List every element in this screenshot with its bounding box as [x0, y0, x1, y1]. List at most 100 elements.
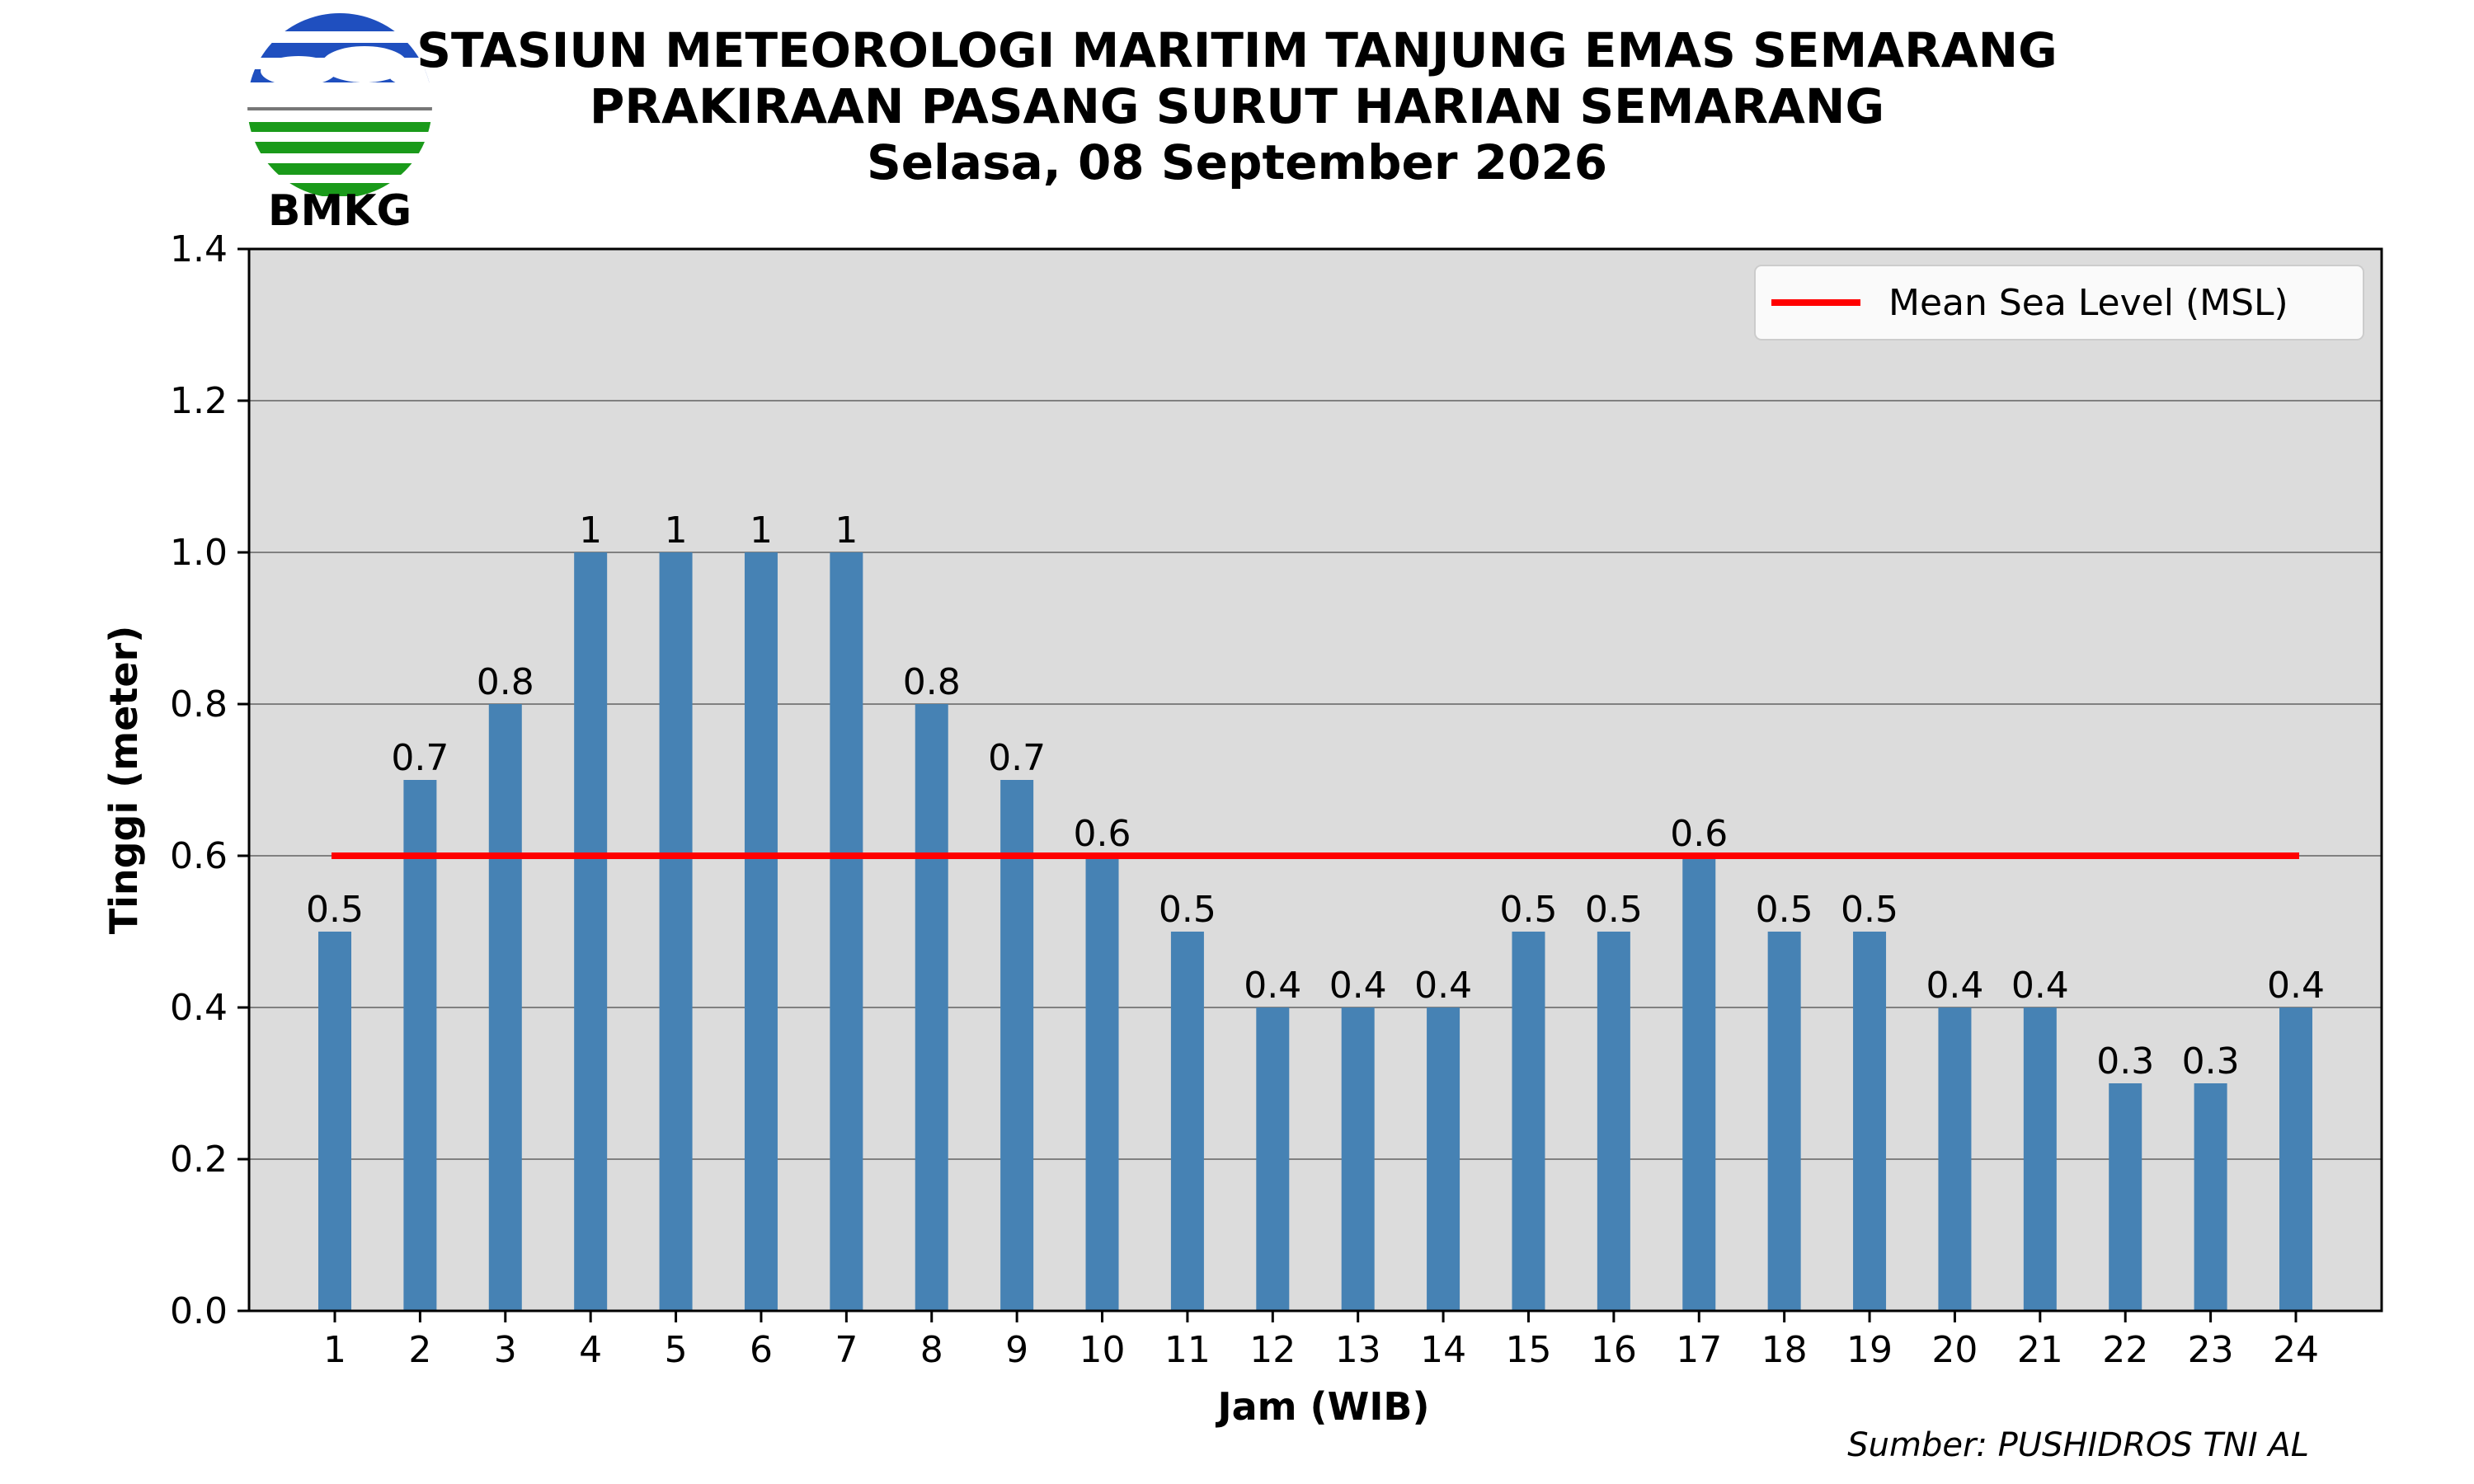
source-note: Sumber: PUSHIDROS TNI AL: [1847, 1426, 2309, 1464]
data-label: 1: [750, 510, 773, 552]
bars: [318, 552, 2312, 1311]
bar: [1427, 1007, 1460, 1311]
x-tick-label: 1: [323, 1329, 346, 1371]
x-axis-ticks: 1 2 3 4 5 6 7 8 9 10 11 12 13 14 15 16 17 18 19 20 21 22 23 24: [323, 1311, 2319, 1371]
y-tick-label: 0.2: [170, 1139, 228, 1181]
bar: [1682, 856, 1716, 1311]
x-tick-label: 8: [920, 1329, 943, 1371]
x-tick-label: 9: [1005, 1329, 1028, 1371]
data-labels: 0.5 0.7 0.8 1 1 1 1 0.8 0.7 0.6 0.5 0.4 0.4 0.4 0.5 0.5…: [306, 510, 2325, 1082]
data-label: 0.3: [2182, 1040, 2240, 1082]
bar: [1000, 780, 1034, 1311]
bar: [2279, 1007, 2312, 1311]
bar: [744, 552, 778, 1311]
logo-stripe-green: [247, 122, 432, 132]
bmkg-logo: [241, 7, 439, 246]
y-tick-label: 0.8: [170, 683, 228, 726]
bar: [574, 552, 608, 1311]
x-tick-label: 12: [1249, 1329, 1296, 1371]
y-tick-label: 0.0: [170, 1290, 228, 1332]
x-tick-label: 21: [2017, 1329, 2063, 1371]
x-tick-label: 23: [2188, 1329, 2234, 1371]
x-tick-label: 3: [494, 1329, 517, 1371]
x-tick-label: 7: [835, 1329, 858, 1371]
data-label: 0.6: [1074, 813, 1131, 855]
x-tick-label: 13: [1335, 1329, 1381, 1371]
data-label: 0.5: [1841, 889, 1898, 931]
x-tick-label: 11: [1164, 1329, 1211, 1371]
y-tick-label: 1.4: [170, 228, 228, 270]
data-label: 0.4: [2267, 965, 2325, 1007]
bar: [1853, 932, 1887, 1311]
data-label: 0.6: [1670, 813, 1728, 855]
y-tick-label: 0.6: [170, 835, 228, 877]
logo-cloud: [261, 56, 336, 86]
x-tick-label: 2: [408, 1329, 431, 1371]
bar: [1938, 1007, 1972, 1311]
data-label: 0.4: [1414, 965, 1472, 1007]
x-tick-label: 20: [1931, 1329, 1978, 1371]
station-title: STASIUN METEOROLOGI MARITIM TANJUNG EMAS…: [416, 22, 2058, 78]
x-tick-label: 16: [1591, 1329, 1637, 1371]
logo-stripe-green: [247, 142, 432, 153]
bar: [488, 704, 522, 1311]
bar: [318, 932, 351, 1311]
data-label: 0.4: [1329, 965, 1387, 1007]
data-label: 1: [579, 510, 602, 552]
bar: [1597, 932, 1630, 1311]
data-label: 0.5: [1585, 889, 1643, 931]
x-tick-label: 6: [750, 1329, 773, 1371]
data-label: 1: [835, 510, 858, 552]
legend-label-msl: Mean Sea Level (MSL): [1888, 282, 2288, 324]
data-label: 0.5: [1756, 889, 1813, 931]
bar: [830, 552, 863, 1311]
bar: [1341, 1007, 1375, 1311]
date-subtitle: Selasa, 08 September 2026: [866, 134, 1608, 190]
x-tick-label: 17: [1676, 1329, 1722, 1371]
y-axis-ticks: 0.0 0.2 0.4 0.6 0.8 1.0 1.2 1.4: [170, 228, 249, 1332]
x-tick-label: 5: [665, 1329, 688, 1371]
bar: [1767, 932, 1801, 1311]
chart-title: PRAKIRAAN PASANG SURUT HARIAN SEMARANG: [589, 78, 1885, 134]
bar: [915, 704, 948, 1311]
bar: [2109, 1083, 2142, 1311]
plot-frame: [247, 247, 2383, 1313]
x-tick-label: 19: [1846, 1329, 1893, 1371]
bar: [1085, 856, 1119, 1311]
data-label: 0.8: [903, 661, 961, 703]
data-label: 0.4: [1926, 965, 1983, 1007]
x-tick-label: 4: [579, 1329, 602, 1371]
data-label: 0.8: [477, 661, 534, 703]
bar: [1256, 1007, 1290, 1311]
x-tick-label: 10: [1079, 1329, 1126, 1371]
x-axis-label: Jam (WIB): [1215, 1384, 1429, 1429]
x-tick-label: 14: [1420, 1329, 1466, 1371]
logo-cloud: [322, 46, 407, 82]
x-tick-label: 22: [2102, 1329, 2148, 1371]
y-tick-label: 1.0: [170, 532, 228, 574]
legend-box: [1754, 265, 2364, 340]
y-tick-label: 0.4: [170, 987, 228, 1029]
logo-stripe-green: [251, 163, 432, 175]
data-label: 0.5: [306, 889, 364, 931]
bar: [403, 780, 437, 1311]
data-label: 0.4: [1244, 965, 1301, 1007]
y-axis-label: Tinggi (meter): [101, 626, 146, 935]
bmkg-logo-text: BMKG: [267, 186, 412, 236]
x-tick-label: 15: [1505, 1329, 1551, 1371]
bar: [659, 552, 693, 1311]
y-tick-label: 1.2: [170, 380, 228, 422]
bar: [1170, 932, 1204, 1311]
data-label: 0.5: [1159, 889, 1216, 931]
legend: Mean Sea Level (MSL): [1754, 265, 2364, 340]
x-tick-label: 24: [2273, 1329, 2319, 1371]
bmkg-logo-emblem: [247, 13, 432, 196]
data-label: 0.4: [2011, 965, 2069, 1007]
bar: [1512, 932, 1545, 1311]
data-label: 0.7: [391, 737, 449, 779]
bar: [2194, 1083, 2227, 1311]
x-tick-label: 18: [1761, 1329, 1808, 1371]
bar: [2023, 1007, 2057, 1311]
